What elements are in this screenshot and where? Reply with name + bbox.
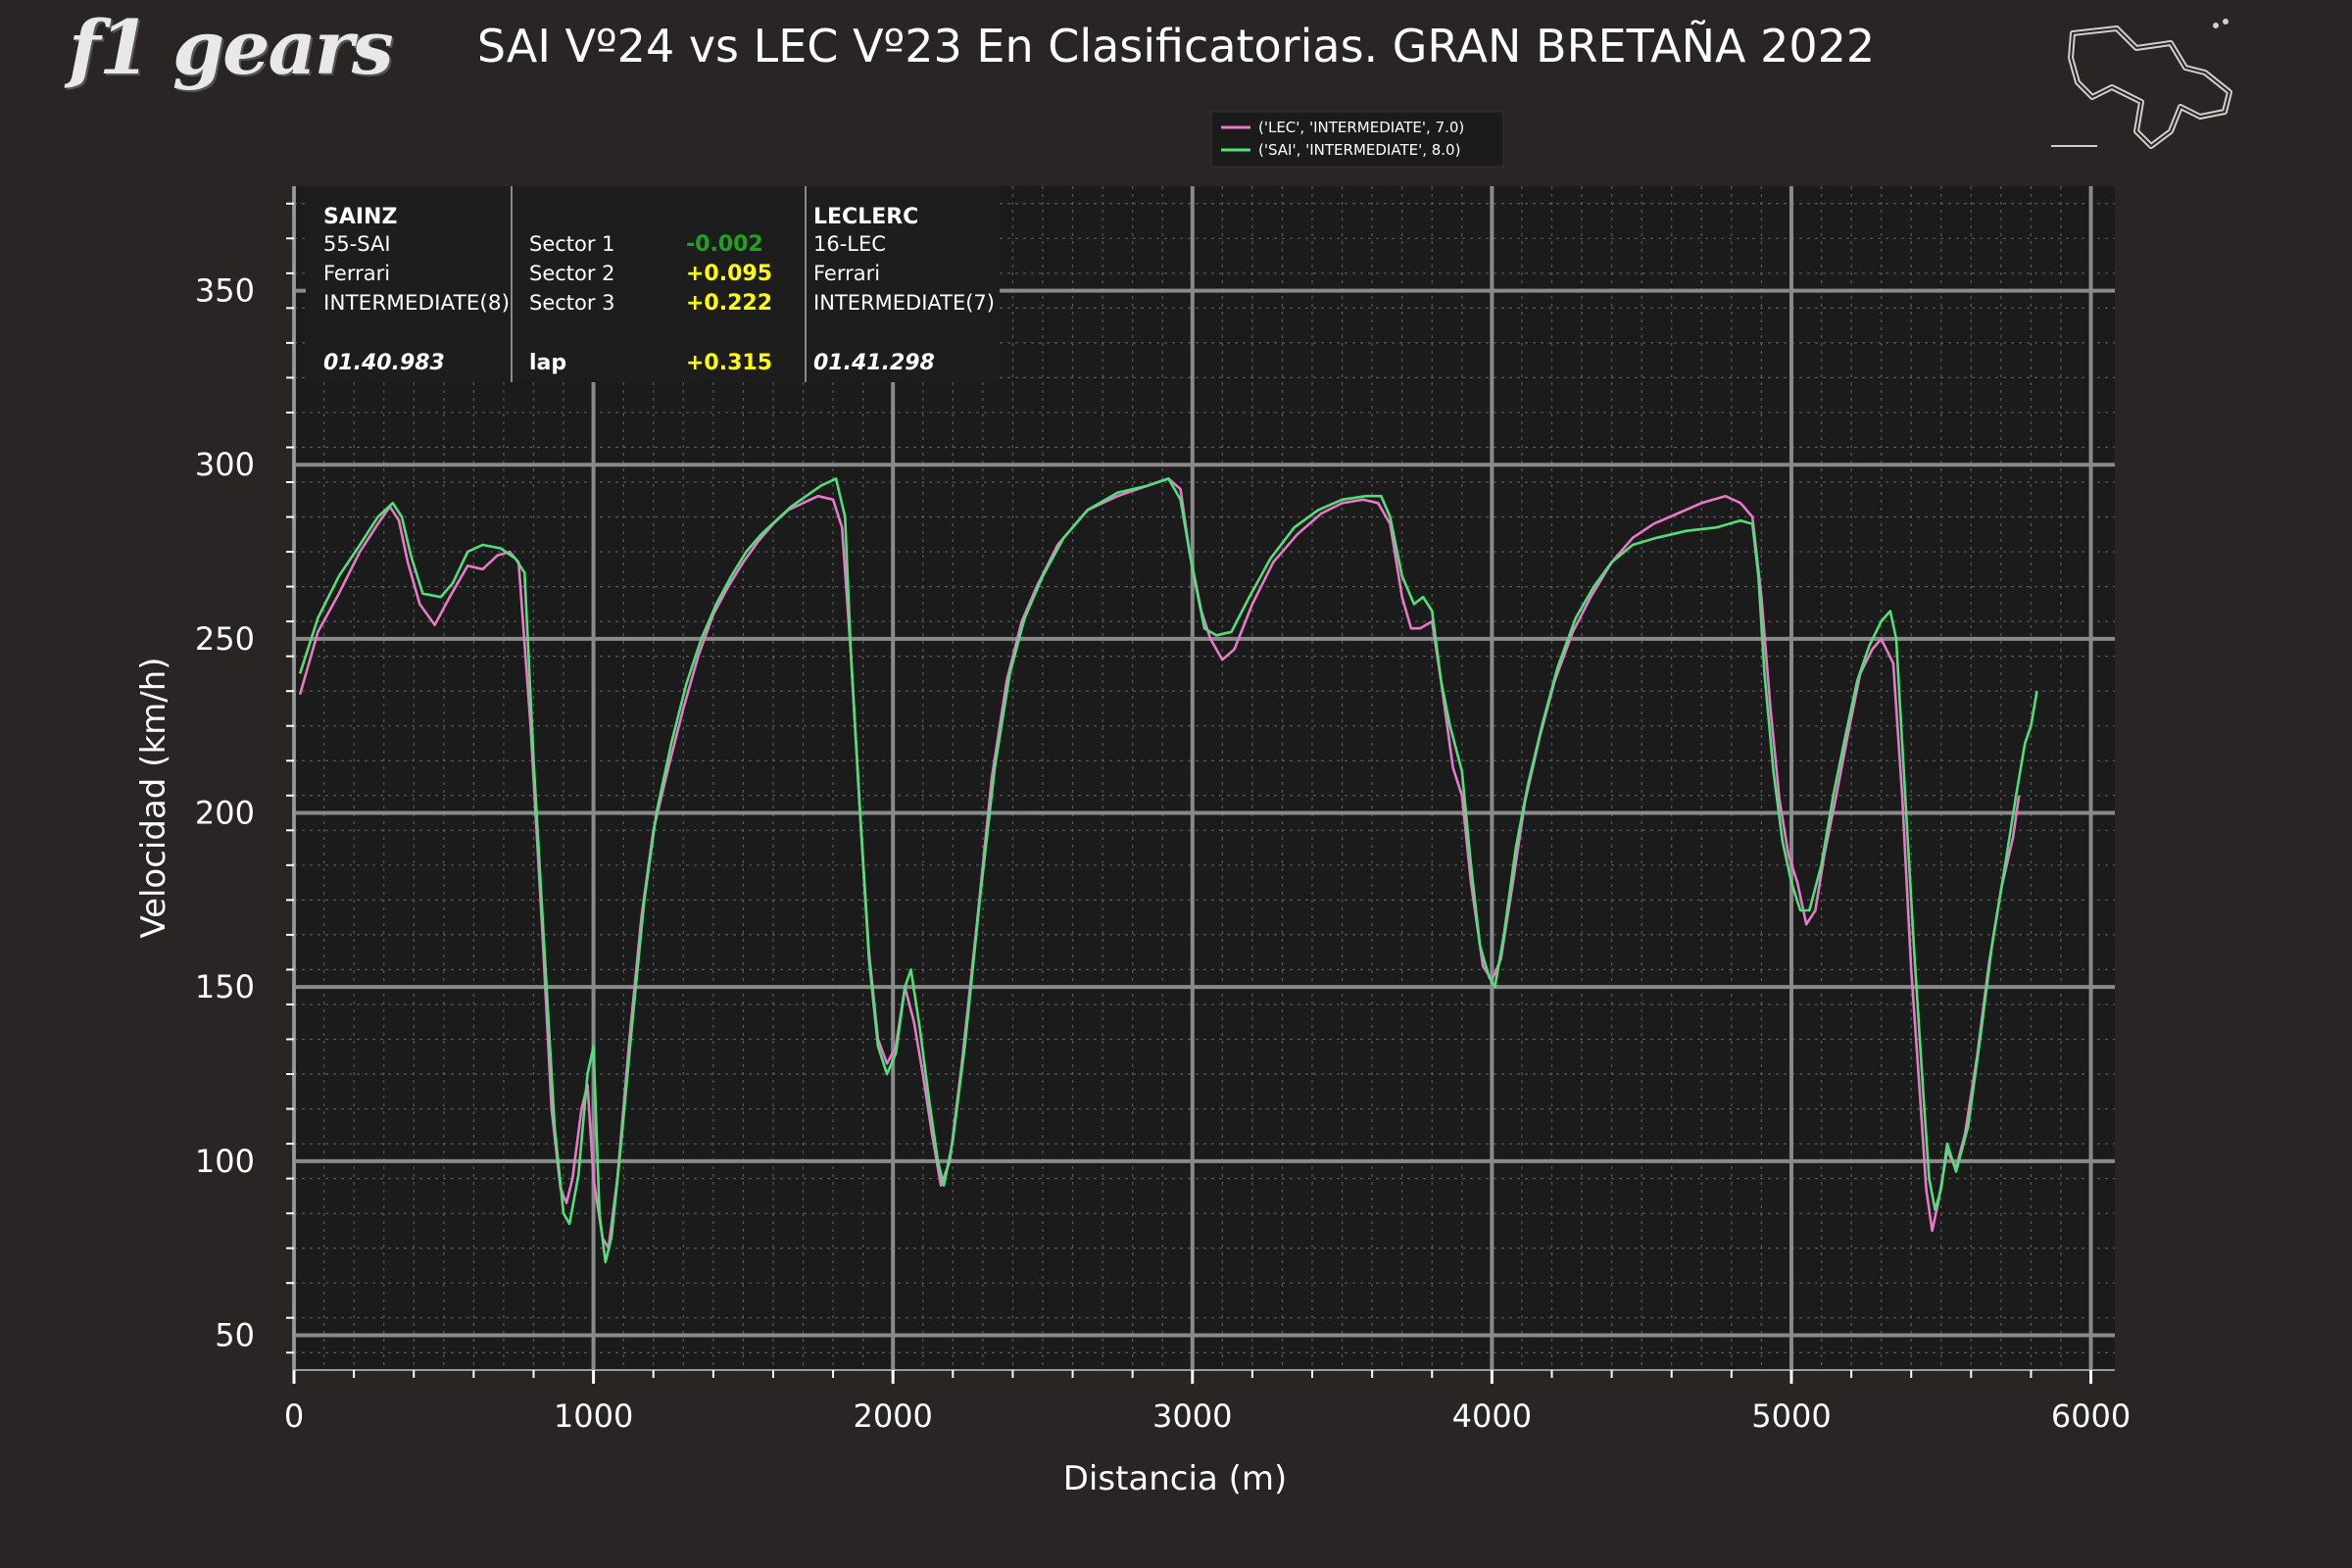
driver1-code: 55-SAI bbox=[323, 232, 391, 256]
driver2-tyre: INTERMEDIATE(7) bbox=[813, 291, 995, 315]
y-tick-label: 250 bbox=[195, 620, 255, 658]
series-line-sai bbox=[298, 477, 2038, 1264]
legend-entry: ('LEC', 'INTERMEDIATE', 7.0) bbox=[1258, 119, 1464, 136]
chart-title: SAI Vº24 vs LEC Vº23 En Clasificatorias.… bbox=[476, 20, 1876, 73]
driver2-code: 16-LEC bbox=[813, 232, 886, 256]
sector-label: Sector 3 bbox=[529, 291, 615, 315]
y-tick-label: 200 bbox=[195, 795, 255, 832]
legend-box bbox=[1210, 111, 1504, 168]
y-tick-label: 300 bbox=[195, 446, 255, 483]
y-tick-label: 350 bbox=[195, 272, 255, 310]
f1gears-logo: f1 gears bbox=[69, 4, 394, 91]
driver2-laptime: 01.41.298 bbox=[813, 351, 935, 375]
driver1-laptime: 01.40.983 bbox=[323, 351, 445, 375]
x-tick-label: 0 bbox=[284, 1397, 304, 1435]
driver1-team: Ferrari bbox=[323, 262, 390, 285]
y-tick-label: 50 bbox=[215, 1316, 255, 1353]
x-tick-label: 3000 bbox=[1152, 1397, 1232, 1435]
driver1-name: SAINZ bbox=[323, 205, 397, 229]
sector-delta: -0.002 bbox=[686, 232, 763, 257]
driver2-name: LECLERC bbox=[813, 205, 918, 229]
sector-delta: +0.222 bbox=[686, 291, 772, 316]
x-tick-label: 1000 bbox=[554, 1397, 633, 1435]
lap-label: lap bbox=[529, 351, 566, 375]
legend-entry: ('SAI', 'INTERMEDIATE', 8.0) bbox=[1258, 141, 1460, 159]
track-map-icon bbox=[2051, 19, 2232, 149]
sector-label: Sector 1 bbox=[529, 232, 615, 256]
y-tick-label: 150 bbox=[195, 968, 255, 1005]
sector-label: Sector 2 bbox=[529, 262, 615, 285]
x-tick-label: 4000 bbox=[1452, 1397, 1532, 1435]
x-tick-label: 5000 bbox=[1751, 1397, 1831, 1435]
y-tick-label: 100 bbox=[195, 1143, 255, 1180]
sector-delta: +0.095 bbox=[686, 262, 772, 286]
series-line-lec bbox=[298, 477, 2021, 1250]
timing-table bbox=[306, 186, 1000, 382]
x-tick-label: 6000 bbox=[2051, 1397, 2131, 1435]
x-axis-label: Distancia (m) bbox=[1063, 1459, 1288, 1498]
x-tick-label: 2000 bbox=[853, 1397, 932, 1435]
driver1-tyre: INTERMEDIATE(8) bbox=[323, 291, 510, 315]
y-axis-label: Velocidad (km/h) bbox=[134, 657, 173, 938]
driver2-team: Ferrari bbox=[813, 262, 880, 285]
lap-delta: +0.315 bbox=[686, 351, 772, 375]
